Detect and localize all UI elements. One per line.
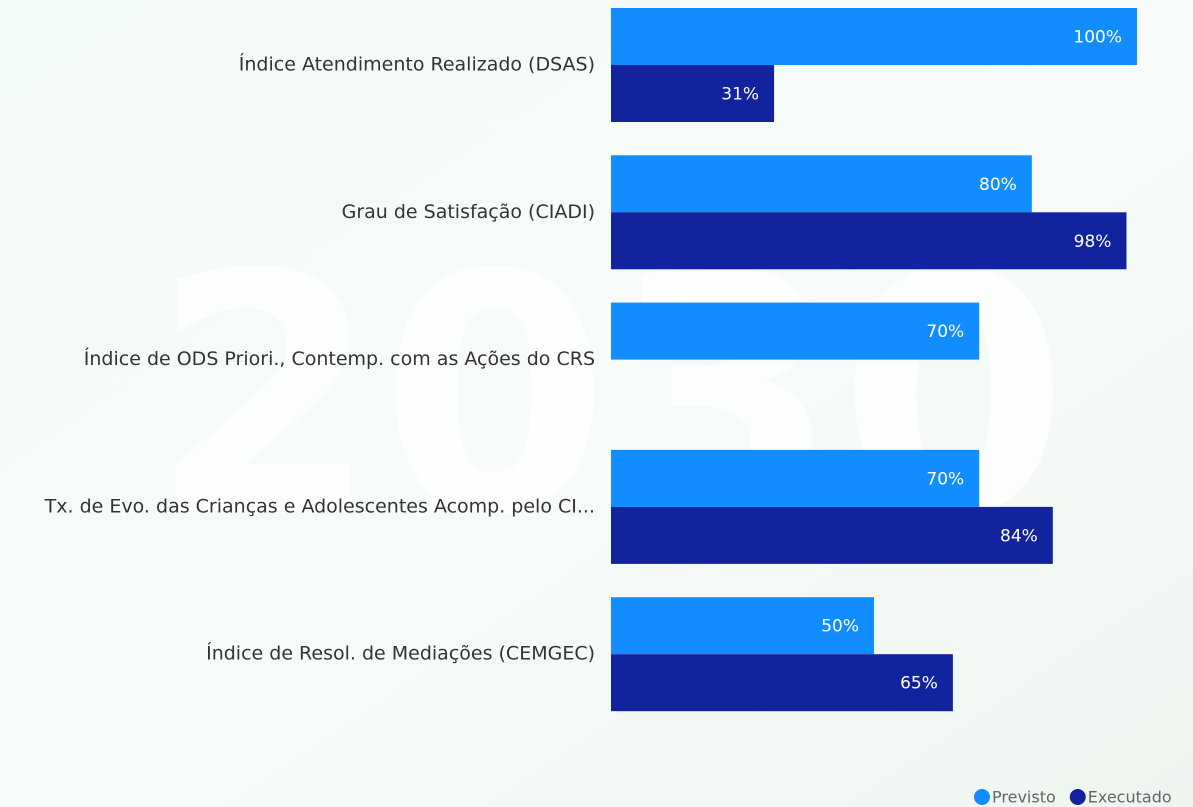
data-label: 70% (926, 469, 964, 489)
data-label: 50% (821, 617, 859, 637)
data-label: 80% (979, 175, 1017, 195)
bar (611, 212, 1127, 270)
bar (611, 65, 775, 122)
category-label: Grau de Satisfação (CIADI) (342, 201, 595, 223)
legend-label: Previsto (992, 788, 1056, 807)
category-label: Índice Atendimento Realizado (DSAS) (239, 53, 595, 76)
bar (611, 449, 980, 507)
bar (611, 155, 1032, 213)
data-label: 65% (900, 674, 938, 694)
data-label: 31% (721, 85, 759, 105)
category-label: Índice de Resol. de Mediações (CEMGEC) (206, 642, 595, 665)
bar (611, 8, 1137, 65)
data-label: 98% (1074, 232, 1112, 252)
data-label: 84% (1000, 526, 1038, 546)
legend-marker (974, 789, 990, 805)
bar (611, 302, 980, 360)
legend-label: Executado (1088, 788, 1172, 807)
category-label: Índice de ODS Priori., Contemp. com as A… (84, 347, 595, 370)
data-label: 70% (926, 322, 964, 342)
bar (611, 654, 953, 712)
bar (611, 597, 874, 655)
bar (611, 506, 1053, 564)
legend-marker (1069, 789, 1086, 805)
category-label: Tx. de Evo. das Crianças e Adolescentes … (44, 495, 595, 517)
data-label: 100% (1073, 28, 1122, 48)
